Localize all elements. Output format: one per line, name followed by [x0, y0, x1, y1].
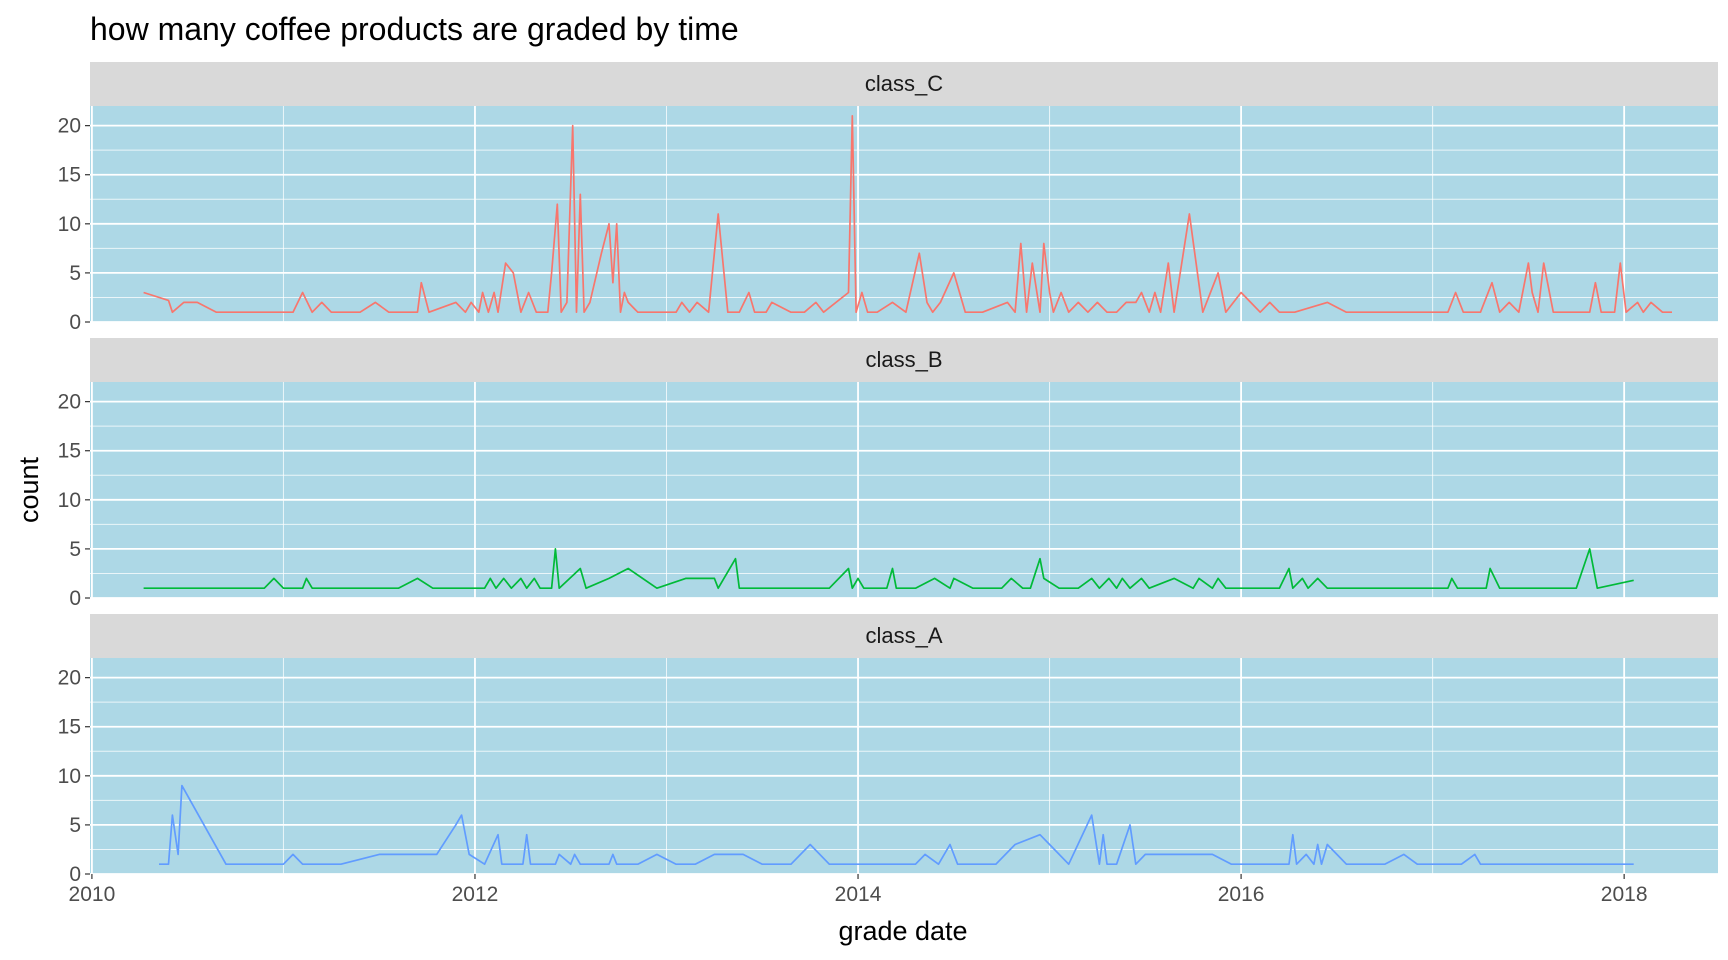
y-tick-label: 5 — [69, 814, 81, 837]
x-tick-label: 2012 — [452, 883, 499, 906]
facet-panel-class_C: class_C 0 5 10 15 20 — [58, 62, 1718, 334]
y-axis-title: count — [14, 456, 44, 523]
y-tick-label: 0 — [69, 587, 81, 610]
facet-panels: class_C 0 5 10 15 20 class_B 0 5 10 15 20 class_A 0 5 1… — [58, 62, 1718, 906]
y-tick-label: 0 — [69, 311, 81, 334]
facet-strip — [90, 614, 1718, 658]
series-line-class_C — [143, 114, 1672, 314]
facet-strip-label: class_A — [865, 623, 942, 648]
series-line-class_A — [159, 784, 1634, 866]
y-tick-label: 15 — [58, 164, 81, 187]
facet-strip — [90, 62, 1718, 106]
y-tick-label: 20 — [58, 391, 81, 414]
facet-panel-class_A: class_A 0 5 10 15 20 2010 2012 2014 2016 2018 — [58, 614, 1718, 906]
y-tick-label: 15 — [58, 716, 81, 739]
x-tick-label: 2016 — [1218, 883, 1265, 906]
y-tick-label: 20 — [58, 667, 81, 690]
panel-background — [90, 106, 1718, 322]
chart-title: how many coffee products are graded by t… — [90, 11, 739, 47]
panel-background — [90, 382, 1718, 598]
y-tick-label: 20 — [58, 115, 81, 138]
facet-panel-class_B: class_B 0 5 10 15 20 — [58, 338, 1718, 610]
x-tick-label: 2010 — [69, 883, 116, 906]
y-tick-label: 10 — [58, 765, 81, 788]
y-tick-label: 10 — [58, 213, 81, 236]
facet-strip-label: class_C — [865, 71, 943, 96]
y-tick-label: 10 — [58, 489, 81, 512]
x-tick-label: 2014 — [835, 883, 882, 906]
y-tick-label: 5 — [69, 538, 81, 561]
series-line-class_B — [143, 548, 1634, 590]
y-tick-label: 15 — [58, 440, 81, 463]
facet-strip — [90, 338, 1718, 382]
x-axis-title: grade date — [838, 916, 967, 946]
panel-background — [90, 658, 1718, 874]
y-tick-label: 0 — [69, 863, 81, 886]
x-tick-label: 2018 — [1601, 883, 1648, 906]
facet-strip-label: class_B — [865, 347, 942, 372]
y-tick-label: 5 — [69, 262, 81, 285]
